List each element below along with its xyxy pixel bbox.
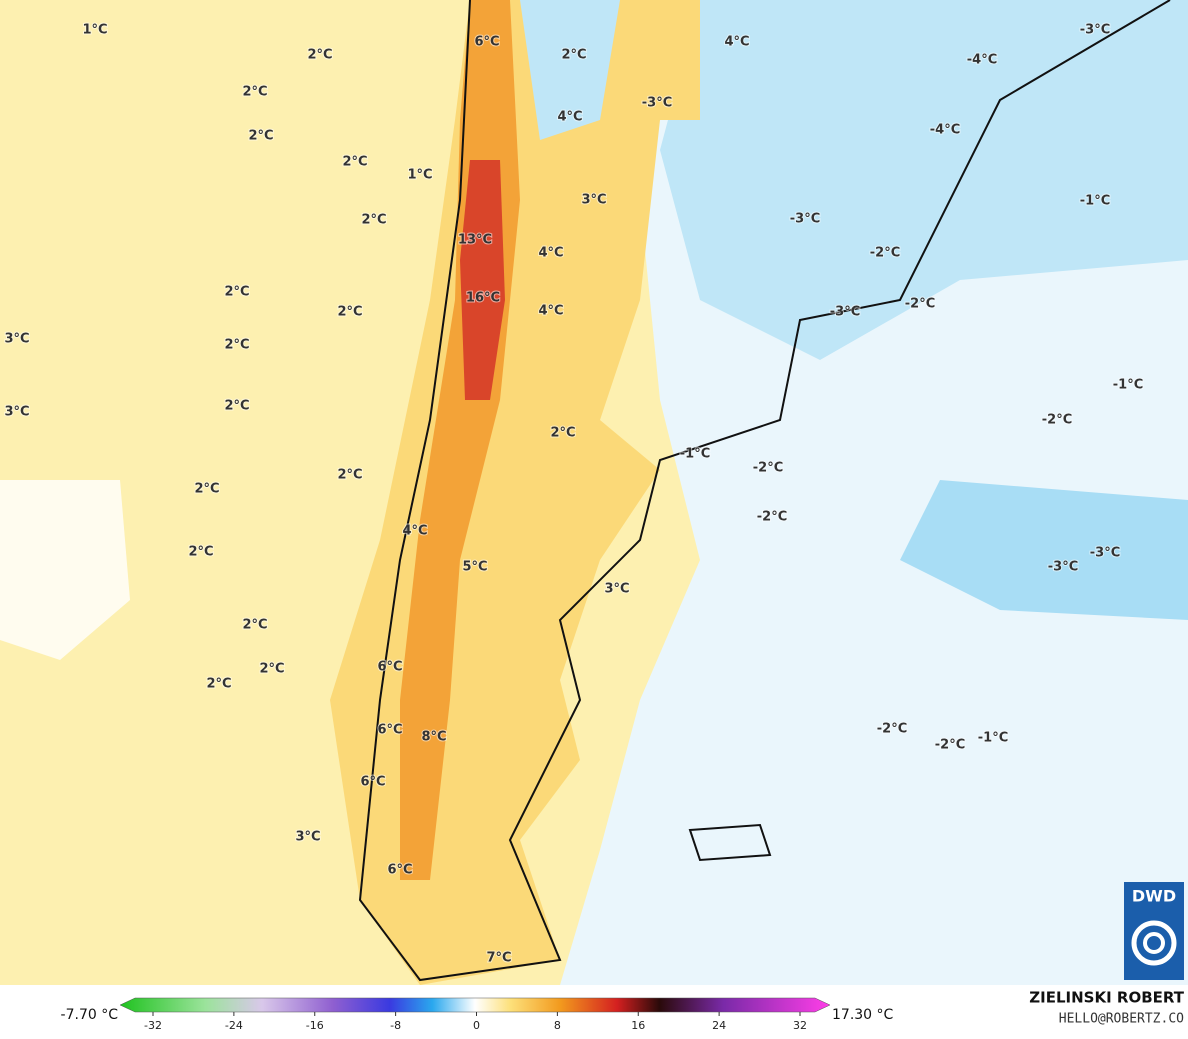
colorbar-tick-label: 16 xyxy=(631,1019,645,1032)
temperature-label: 3°C xyxy=(4,332,29,347)
colorbar-tick-label: 24 xyxy=(712,1019,726,1032)
temperature-label: 3°C xyxy=(295,830,320,845)
temperature-label: 4°C xyxy=(538,304,563,319)
temperature-label: 2°C xyxy=(224,338,249,353)
temperature-label: -3°C xyxy=(830,305,860,320)
temperature-label: -4°C xyxy=(930,123,960,138)
contact: HELLO@ROBERTZ.CO xyxy=(1059,1012,1184,1027)
temperature-label: 2°C xyxy=(224,285,249,300)
temperature-label: -3°C xyxy=(1090,546,1120,561)
logo-text: DWD xyxy=(1132,887,1176,906)
temperature-label: -2°C xyxy=(905,297,935,312)
colorbar-tick-label: -16 xyxy=(306,1019,324,1032)
temperature-label: 13°C xyxy=(458,233,492,248)
colorbar-tick-label: -32 xyxy=(144,1019,162,1032)
temperature-label: 3°C xyxy=(604,582,629,597)
temperature-label: 4°C xyxy=(538,246,563,261)
temperature-label: 4°C xyxy=(724,35,749,50)
temperature-label: 4°C xyxy=(402,524,427,539)
temperature-label: 2°C xyxy=(307,48,332,63)
map xyxy=(0,0,1188,985)
temperature-label: 2°C xyxy=(259,662,284,677)
temperature-label: 2°C xyxy=(188,545,213,560)
temperature-label: 2°C xyxy=(561,48,586,63)
author: ZIELINSKI ROBERT xyxy=(1029,989,1184,1007)
temperature-label: 6°C xyxy=(377,723,402,738)
colorbar-tick-label: -24 xyxy=(225,1019,243,1032)
temperature-label: 6°C xyxy=(474,35,499,50)
cold-region xyxy=(660,0,1188,360)
colorbar-tick-label: 0 xyxy=(473,1019,480,1032)
temperature-label: 6°C xyxy=(387,863,412,878)
temperature-label: -2°C xyxy=(1042,413,1072,428)
temperature-label: 2°C xyxy=(342,155,367,170)
colorbar-tick-label: 8 xyxy=(554,1019,561,1032)
temperature-label: -3°C xyxy=(1048,560,1078,575)
temperature-label: -2°C xyxy=(753,461,783,476)
colorbar-ramp xyxy=(119,997,831,1013)
colorbar: -7.70 °C 17.30 °C -32 -24 -16 -8 0 8 16 24 32 xyxy=(61,997,894,1032)
temperature-label: 2°C xyxy=(194,482,219,497)
temperature-label: 2°C xyxy=(361,213,386,228)
temperature-label: 1°C xyxy=(407,168,432,183)
temperature-label: 4°C xyxy=(557,110,582,125)
temperature-label: -3°C xyxy=(790,212,820,227)
temperature-label: 2°C xyxy=(206,677,231,692)
temperature-label: 7°C xyxy=(486,951,511,966)
map-labels: 1°C 2°C 6°C 2°C 4°C -3°C -4°C 2°C -3°C 2°C 4°C -4°C… xyxy=(3,22,1144,967)
coastline xyxy=(358,0,1171,982)
temperature-label: 3°C xyxy=(4,405,29,420)
falklands xyxy=(688,823,772,862)
temperature-label: 2°C xyxy=(242,85,267,100)
cold-ocean xyxy=(900,480,1188,620)
temperature-label: -2°C xyxy=(870,246,900,261)
temperature-label: -3°C xyxy=(1080,23,1110,38)
ocean-neutral xyxy=(0,480,130,660)
temperature-label: 6°C xyxy=(360,775,385,790)
colorbar-tick-label: 32 xyxy=(793,1019,807,1032)
temperature-label: 2°C xyxy=(248,129,273,144)
temperature-label: -2°C xyxy=(757,510,787,525)
andes-hot xyxy=(460,160,505,400)
logo: DWD xyxy=(1124,882,1184,980)
temperature-label: -1°C xyxy=(978,731,1008,746)
temperature-label: -2°C xyxy=(877,722,907,737)
temperature-label: -2°C xyxy=(935,738,965,753)
temperature-label: 2°C xyxy=(242,618,267,633)
colorbar-max: 17.30 °C xyxy=(832,1007,894,1023)
temperature-label: 6°C xyxy=(377,660,402,675)
temperature-label: -4°C xyxy=(967,53,997,68)
temperature-label: 2°C xyxy=(224,399,249,414)
temperature-label: -3°C xyxy=(642,96,672,111)
temperature-label: 2°C xyxy=(337,468,362,483)
colorbar-min: -7.70 °C xyxy=(61,1007,119,1023)
temperature-label: 5°C xyxy=(462,560,487,575)
temperature-label: -1°C xyxy=(1080,194,1110,209)
colorbar-tick-label: -8 xyxy=(390,1019,401,1032)
temperature-label: -1°C xyxy=(680,447,710,462)
temperature-label: 8°C xyxy=(421,730,446,745)
temperature-label: 2°C xyxy=(550,426,575,441)
logo-swirl xyxy=(1131,920,1177,966)
andes-cold xyxy=(520,0,620,140)
temperature-label: 3°C xyxy=(581,193,606,208)
temperature-label: -1°C xyxy=(1113,378,1143,393)
temperature-label: 16°C xyxy=(466,291,500,306)
logo-swirl xyxy=(1143,932,1165,954)
temperature-label: 2°C xyxy=(337,305,362,320)
temperature-label: 1°C xyxy=(82,23,107,38)
